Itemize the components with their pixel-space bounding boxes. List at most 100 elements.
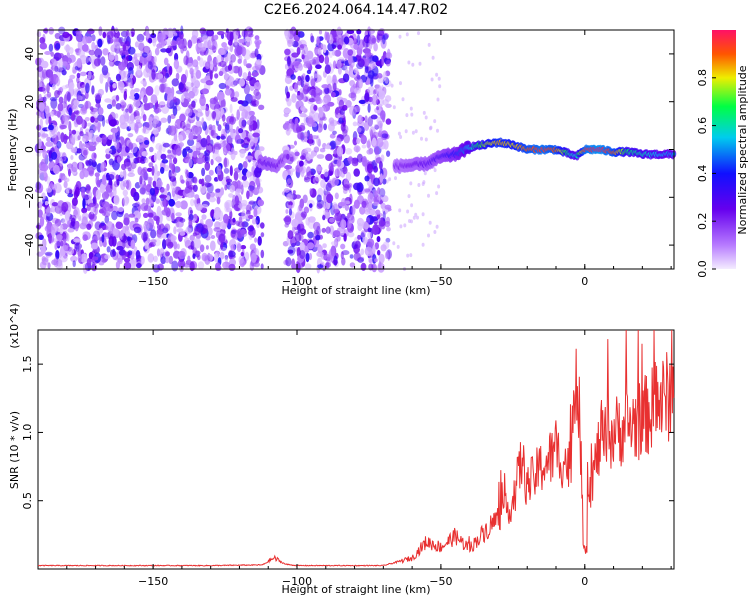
noise-speckle	[340, 251, 344, 260]
noise-speckle	[245, 204, 252, 213]
noise-speckle	[128, 142, 134, 150]
noise-speckle	[204, 182, 212, 188]
noise-speckle	[115, 103, 122, 110]
noise-speckle	[44, 27, 49, 35]
snr-frame	[37, 329, 675, 570]
noise-speckle	[149, 146, 154, 153]
noise-speckle	[435, 224, 439, 229]
noise-speckle	[166, 92, 175, 104]
noise-speckle	[69, 74, 76, 80]
noise-speckle	[382, 210, 386, 222]
snr-panel: −150 −100 −50 0 0.51.01.5 Height of straigh…	[8, 303, 675, 596]
noise-speckle	[70, 112, 76, 122]
noise-speckle	[171, 212, 175, 222]
noise-speckle	[285, 209, 289, 214]
noise-speckle	[141, 198, 146, 204]
noise-speckle	[350, 43, 357, 49]
noise-speckle	[149, 187, 156, 196]
noise-speckle	[283, 170, 288, 177]
noise-speckle	[427, 193, 430, 198]
noise-speckle	[229, 165, 233, 177]
noise-speckle	[376, 33, 384, 41]
noise-speckle	[94, 221, 102, 231]
noise-speckle	[338, 57, 345, 62]
noise-speckle	[340, 219, 347, 230]
noise-speckle	[337, 66, 342, 75]
noise-speckle	[86, 257, 92, 267]
noise-speckle	[55, 240, 62, 247]
noise-speckle	[315, 164, 322, 174]
noise-speckle	[248, 188, 254, 197]
noise-speckle	[342, 166, 348, 175]
noise-speckle	[101, 115, 106, 127]
noise-speckle	[123, 70, 130, 78]
noise-speckle	[347, 231, 355, 238]
noise-speckle	[370, 216, 379, 222]
noise-speckle	[147, 61, 153, 70]
noise-speckle	[315, 177, 319, 184]
noise-speckle	[52, 183, 58, 191]
noise-speckle	[86, 185, 91, 191]
noise-speckle	[377, 187, 381, 195]
noise-speckle	[193, 177, 198, 184]
noise-speckle	[151, 69, 156, 80]
noise-speckle	[414, 212, 418, 217]
noise-speckle	[69, 82, 75, 90]
noise-speckle	[212, 152, 220, 161]
noise-speckle	[187, 39, 193, 49]
noise-speckle	[283, 188, 290, 193]
noise-speckle	[66, 141, 74, 150]
noise-speckle	[254, 167, 262, 178]
noise-speckle	[76, 94, 81, 100]
noise-speckle	[50, 51, 54, 57]
noise-speckle	[291, 263, 298, 270]
noise-speckle	[108, 150, 117, 155]
noise-speckle	[252, 216, 256, 225]
noise-speckle	[220, 98, 226, 109]
noise-speckle	[128, 76, 133, 88]
noise-speckle	[284, 215, 292, 226]
noise-speckle	[122, 44, 127, 52]
noise-speckle	[370, 251, 374, 256]
noise-speckle	[87, 70, 92, 80]
noise-speckle	[71, 129, 77, 135]
noise-speckle	[244, 37, 253, 47]
noise-speckle	[238, 255, 244, 264]
noise-speckle	[326, 32, 330, 42]
noise-speckle	[64, 63, 70, 68]
noise-speckle	[345, 171, 352, 182]
noise-speckle	[49, 111, 55, 117]
noise-speckle	[245, 26, 253, 38]
noise-speckle	[378, 188, 386, 198]
noise-speckle	[369, 28, 374, 37]
noise-speckle	[334, 212, 343, 222]
noise-speckle	[179, 231, 186, 236]
noise-speckle	[341, 257, 346, 266]
noise-speckle	[40, 244, 46, 255]
noise-speckle	[318, 107, 324, 118]
noise-speckle	[127, 115, 135, 125]
noise-speckle	[204, 61, 211, 70]
noise-speckle	[392, 241, 396, 246]
noise-speckle	[208, 124, 213, 131]
y-tick-label: 1.5	[21, 355, 34, 373]
noise-speckle	[326, 75, 333, 86]
noise-speckle	[45, 110, 51, 119]
noise-speckle	[154, 164, 158, 175]
noise-speckle	[101, 134, 107, 145]
noise-speckle	[216, 196, 221, 205]
noise-speckle	[306, 166, 312, 177]
noise-speckle	[40, 163, 49, 172]
noise-speckle	[368, 40, 373, 50]
noise-speckle	[160, 166, 165, 174]
noise-speckle	[322, 203, 329, 210]
noise-speckle	[35, 224, 42, 229]
noise-speckle	[175, 219, 180, 228]
noise-speckle	[62, 113, 68, 122]
noise-speckle	[63, 94, 68, 104]
noise-speckle	[343, 233, 347, 242]
noise-speckle	[185, 180, 190, 189]
noise-speckle	[174, 52, 179, 62]
noise-speckle	[246, 170, 251, 179]
